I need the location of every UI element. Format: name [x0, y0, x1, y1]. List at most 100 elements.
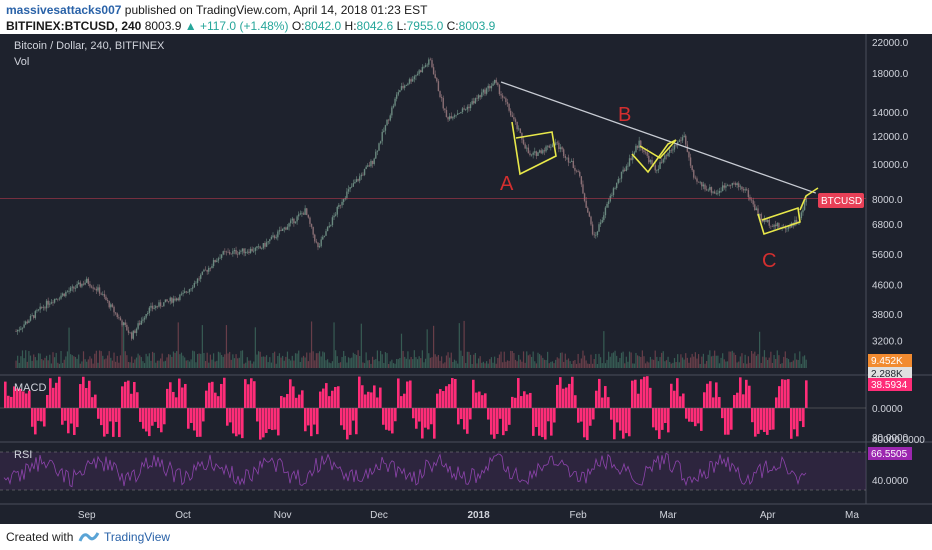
- rsi-band-group: [0, 451, 866, 491]
- candle-body: [638, 140, 640, 148]
- volume-bar: [433, 325, 435, 368]
- candle-body: [370, 160, 372, 167]
- macd-bar: [547, 408, 550, 422]
- volume-bar: [388, 363, 390, 368]
- candle-body: [786, 228, 788, 230]
- volume-bar: [103, 359, 105, 368]
- tradingview-link[interactable]: TradingView: [104, 530, 171, 544]
- candle-body: [241, 248, 244, 252]
- volume-bar: [384, 352, 387, 368]
- candle-body: [542, 150, 544, 154]
- candle-body: [309, 217, 311, 224]
- candle-body: [705, 189, 708, 191]
- volume-bar: [373, 359, 375, 368]
- volume-bar: [670, 363, 672, 368]
- volume-bar: [805, 359, 807, 368]
- pattern-a: [511, 121, 557, 176]
- candle-body: [18, 329, 20, 331]
- volume-bar: [307, 361, 309, 368]
- candle-body: [272, 235, 274, 237]
- volume-bar: [588, 363, 590, 368]
- volume-bar: [731, 350, 733, 368]
- macd-bar: [478, 391, 481, 408]
- volume-bar: [121, 324, 123, 368]
- volume-bar: [392, 363, 395, 368]
- macd-bar: [670, 383, 673, 408]
- macd-bar: [214, 392, 217, 408]
- candle-body: [378, 143, 380, 151]
- macd-bar: [748, 385, 751, 408]
- volume-bar: [699, 363, 701, 368]
- price-chart-svg[interactable]: 22000.0 18000.0 14000.0 12000.0 10000.0 8000.…: [0, 34, 932, 524]
- chart-area[interactable]: 22000.0 18000.0 14000.0 12000.0 10000.0 8000.…: [0, 34, 932, 524]
- volume-bar: [479, 356, 481, 368]
- volume-bar: [172, 351, 175, 368]
- volume-bar: [632, 363, 634, 368]
- macd-bar: [607, 397, 610, 408]
- volume-bar: [484, 363, 486, 368]
- candle-body: [147, 313, 149, 315]
- macd-bar: [136, 392, 139, 408]
- volume-bar: [54, 357, 56, 368]
- candle-body: [770, 225, 772, 227]
- price-tick-label: 5600.0: [872, 250, 903, 261]
- macd-bar: [622, 408, 625, 439]
- candle-body: [532, 152, 534, 155]
- volume-bar: [558, 358, 560, 368]
- volume-bar: [439, 360, 441, 368]
- volume-bar: [677, 354, 679, 368]
- macd-bar: [361, 385, 364, 408]
- volume-bar: [63, 359, 65, 368]
- candle-body: [334, 214, 337, 216]
- macd-bar: [121, 386, 124, 408]
- candle-body: [142, 319, 144, 321]
- macd-bar: [322, 388, 325, 408]
- candle-body: [498, 85, 501, 95]
- price-tick-label: 3200.0: [872, 337, 903, 348]
- candle-body: [140, 320, 143, 325]
- candle-body: [179, 294, 181, 301]
- candle-body: [670, 149, 672, 151]
- volume-bar: [662, 351, 664, 368]
- volume-bar: [171, 356, 173, 368]
- volume-bar: [225, 325, 228, 368]
- macd-bar: [775, 397, 778, 408]
- volume-bar: [73, 356, 75, 368]
- volume-bar: [680, 354, 682, 368]
- volume-bar: [694, 352, 696, 368]
- candle-body: [410, 79, 412, 82]
- candle-body: [577, 171, 579, 172]
- macd-bar: [184, 383, 187, 408]
- author-link[interactable]: massivesattacks007: [6, 3, 122, 17]
- candle-body: [574, 167, 576, 171]
- candle-body: [47, 300, 49, 305]
- macd-bar: [259, 408, 262, 440]
- macd-bar: [490, 408, 493, 435]
- price-tick-label: 4600.0: [872, 281, 903, 292]
- macd-bar: [379, 387, 382, 408]
- candle-body: [153, 308, 155, 309]
- volume-bar: [79, 363, 81, 368]
- candle-body: [220, 254, 223, 258]
- volume-bar: [26, 361, 28, 368]
- candle-body: [551, 144, 554, 148]
- volume-bar: [363, 363, 366, 368]
- macd-bar: [337, 386, 340, 408]
- macd-bar: [604, 386, 607, 408]
- candle-body: [723, 185, 725, 188]
- candle-body: [648, 155, 650, 163]
- candle-body: [559, 147, 562, 150]
- candle-body: [561, 147, 563, 150]
- volume-bar: [66, 351, 69, 368]
- volume-bar: [460, 350, 462, 368]
- volume-bar: [641, 350, 643, 368]
- candle-body: [442, 97, 444, 109]
- volume-bar: [473, 354, 475, 368]
- macd-bar: [613, 408, 616, 440]
- volume-bar: [577, 353, 579, 368]
- candle-body: [82, 283, 85, 285]
- volume-bar: [192, 350, 194, 368]
- macd-bar: [274, 408, 277, 430]
- candle-body: [219, 257, 221, 259]
- candle-body: [484, 89, 486, 94]
